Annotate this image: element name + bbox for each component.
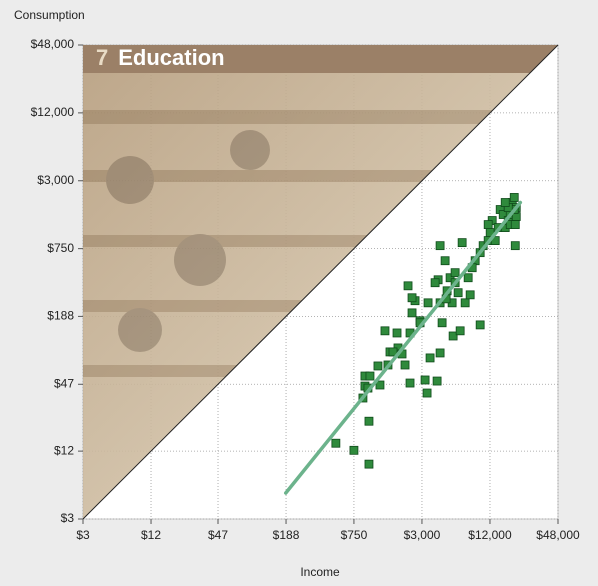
chapter-number: 7 — [96, 45, 108, 70]
chart-title: 7 Education — [96, 45, 225, 70]
y-tick-label: $12,000 — [31, 105, 75, 119]
data-point — [435, 241, 445, 251]
data-point — [373, 361, 383, 371]
data-point — [440, 256, 450, 266]
data-point — [400, 360, 410, 370]
data-point — [365, 371, 375, 381]
x-tick-label: $48,000 — [536, 528, 580, 542]
data-point — [407, 293, 417, 303]
data-point — [460, 298, 470, 308]
title-banner — [83, 45, 558, 73]
data-point — [435, 348, 445, 358]
data-point — [509, 193, 519, 202]
data-point — [425, 353, 435, 363]
data-point — [445, 273, 455, 283]
x-tick-label: $12,000 — [468, 528, 512, 542]
data-point — [463, 273, 473, 283]
title-text: Education — [118, 45, 224, 70]
x-tick-label: $3,000 — [404, 528, 441, 542]
data-point — [453, 288, 463, 298]
data-point — [448, 331, 458, 341]
data-point — [420, 375, 430, 385]
data-point — [457, 238, 467, 248]
data-point — [349, 445, 359, 455]
y-tick-label: $47 — [54, 376, 74, 390]
data-point — [437, 318, 447, 328]
data-point — [380, 326, 390, 336]
data-point — [465, 290, 475, 300]
data-point — [364, 416, 374, 426]
data-point — [475, 320, 485, 330]
data-point — [375, 380, 385, 390]
data-point — [405, 378, 415, 388]
x-tick-label: $3 — [76, 528, 90, 542]
diagonal — [82, 44, 559, 520]
x-tick-label: $12 — [141, 528, 161, 542]
data-point — [450, 268, 460, 278]
data-point — [455, 326, 465, 336]
data-point — [430, 278, 440, 288]
data-point — [510, 241, 520, 251]
x-tick-label: $47 — [208, 528, 228, 542]
x-axis-label: Income — [300, 565, 340, 579]
y-tick-label: $48,000 — [31, 37, 75, 51]
data-point — [364, 459, 374, 469]
data-point — [510, 220, 520, 229]
data-point — [392, 328, 402, 338]
fit-line — [284, 200, 523, 495]
y-tick-label: $750 — [47, 241, 74, 255]
x-tick-label: $188 — [273, 528, 300, 542]
x-tick-label: $750 — [341, 528, 368, 542]
y-tick-label: $12 — [54, 443, 74, 457]
y-tick-label: $188 — [47, 309, 74, 323]
y-tick-label: $3,000 — [37, 173, 74, 187]
data-point — [331, 438, 341, 448]
data-point — [422, 388, 432, 398]
data-point — [423, 298, 433, 308]
data-point — [483, 220, 493, 229]
data-point — [432, 376, 442, 386]
y-axis-label: Consumption — [14, 8, 85, 22]
data-point — [407, 308, 417, 318]
data-point — [403, 281, 413, 291]
data-point — [388, 347, 398, 357]
data-point — [500, 198, 510, 207]
y-tick-label: $3 — [61, 511, 75, 525]
